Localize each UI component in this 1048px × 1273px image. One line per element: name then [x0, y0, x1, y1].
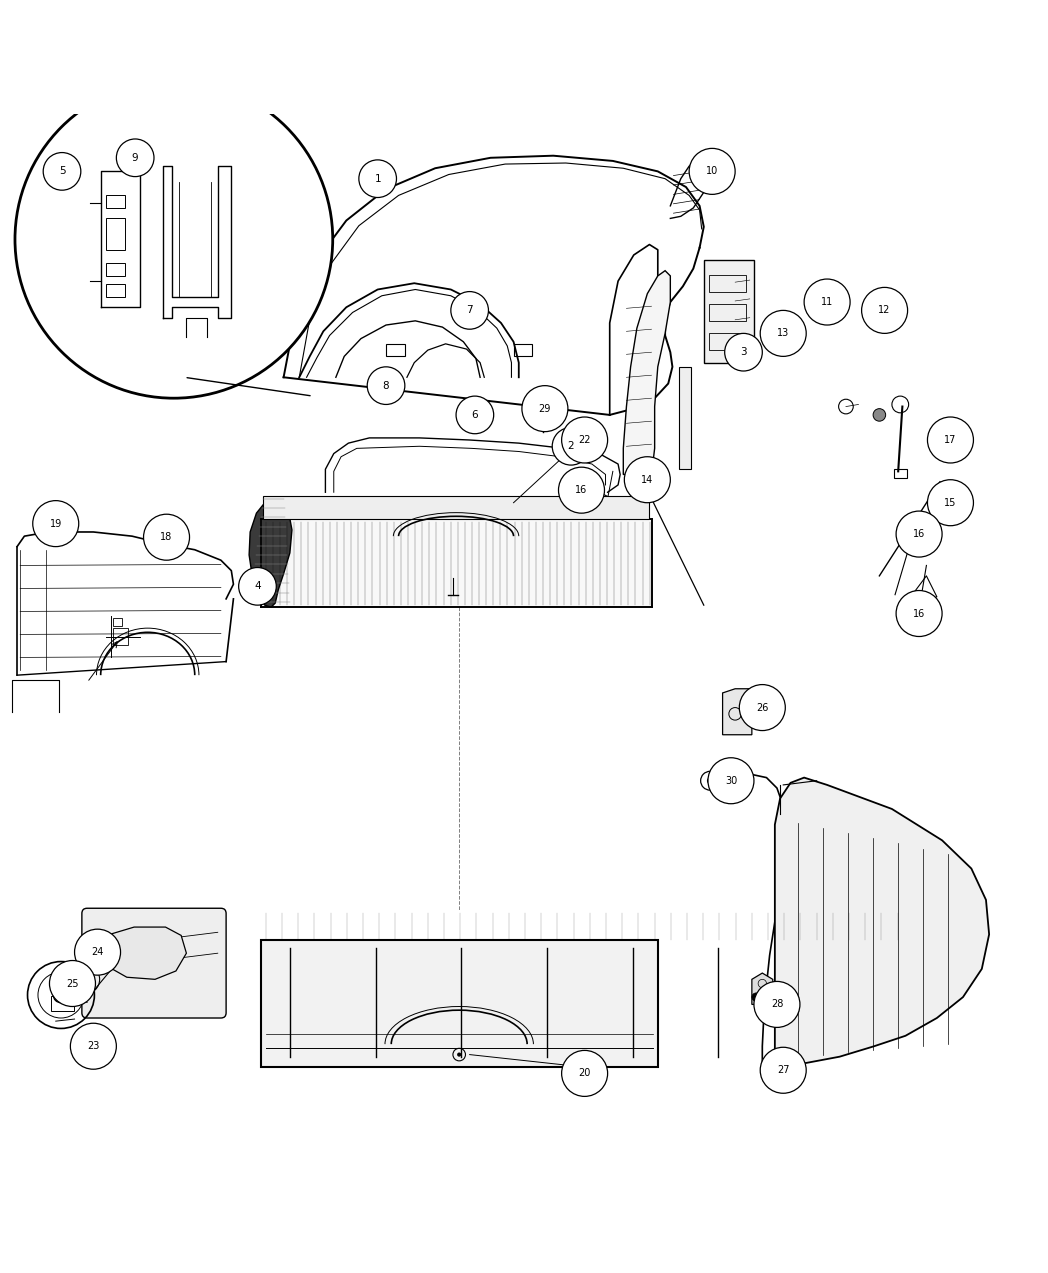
Circle shape	[43, 153, 81, 190]
Circle shape	[927, 418, 974, 463]
Text: 27: 27	[777, 1066, 789, 1076]
Text: 18: 18	[160, 532, 173, 542]
Bar	[263, 496, 650, 519]
Polygon shape	[92, 927, 187, 979]
Text: 16: 16	[913, 608, 925, 619]
Text: 24: 24	[91, 947, 104, 957]
Bar	[514, 344, 532, 356]
Circle shape	[562, 1050, 608, 1096]
Circle shape	[625, 457, 671, 503]
Polygon shape	[774, 778, 989, 1067]
Text: 16: 16	[913, 530, 925, 538]
Bar	[50, 995, 73, 1011]
Circle shape	[804, 279, 850, 325]
Circle shape	[552, 428, 590, 465]
Text: 6: 6	[472, 410, 478, 420]
Bar	[261, 939, 658, 1067]
Bar	[106, 264, 125, 276]
Text: 4: 4	[255, 582, 261, 592]
Text: 2: 2	[568, 442, 574, 451]
Circle shape	[562, 418, 608, 463]
Bar	[261, 519, 652, 607]
Text: 11: 11	[821, 297, 833, 307]
Circle shape	[15, 80, 332, 398]
Circle shape	[457, 1053, 461, 1057]
Bar	[709, 304, 745, 321]
Circle shape	[74, 929, 121, 975]
Text: 17: 17	[944, 435, 957, 446]
Text: 1: 1	[374, 173, 381, 183]
Circle shape	[861, 288, 908, 334]
Circle shape	[760, 311, 806, 356]
Text: 20: 20	[578, 1068, 591, 1078]
Text: 9: 9	[132, 153, 138, 163]
Circle shape	[760, 1048, 806, 1094]
Text: 5: 5	[59, 167, 65, 177]
Bar	[709, 275, 745, 292]
Circle shape	[896, 591, 942, 636]
Text: 26: 26	[756, 703, 768, 713]
Circle shape	[70, 1023, 116, 1069]
Circle shape	[32, 500, 79, 546]
Circle shape	[708, 757, 754, 803]
Circle shape	[522, 386, 568, 432]
Text: 14: 14	[641, 475, 654, 485]
Circle shape	[754, 981, 800, 1027]
Circle shape	[724, 334, 762, 370]
Circle shape	[764, 993, 772, 1002]
Bar	[709, 334, 745, 350]
Polygon shape	[624, 271, 671, 475]
Bar	[106, 284, 125, 297]
Polygon shape	[751, 973, 772, 1004]
Circle shape	[927, 480, 974, 526]
Text: 8: 8	[383, 381, 390, 391]
Bar	[113, 628, 128, 645]
Text: 30: 30	[725, 775, 737, 785]
Circle shape	[751, 993, 760, 1002]
Circle shape	[358, 160, 396, 197]
Text: 28: 28	[770, 999, 783, 1009]
Bar	[106, 196, 125, 207]
Bar	[113, 617, 122, 626]
Text: 16: 16	[575, 485, 588, 495]
Polygon shape	[704, 260, 754, 363]
Circle shape	[451, 292, 488, 330]
Polygon shape	[249, 499, 292, 607]
Circle shape	[707, 778, 714, 784]
Circle shape	[144, 514, 190, 560]
Text: 13: 13	[777, 328, 789, 339]
Circle shape	[116, 139, 154, 177]
Circle shape	[873, 409, 886, 421]
Circle shape	[239, 568, 277, 605]
Circle shape	[690, 149, 735, 195]
Circle shape	[456, 396, 494, 434]
Bar	[386, 344, 405, 356]
Text: 23: 23	[87, 1041, 100, 1051]
Polygon shape	[679, 367, 692, 470]
Text: 10: 10	[706, 167, 718, 177]
Circle shape	[739, 685, 785, 731]
Text: 19: 19	[49, 518, 62, 528]
Bar	[106, 219, 125, 250]
Circle shape	[52, 987, 69, 1003]
Text: 3: 3	[740, 348, 747, 358]
Text: 7: 7	[466, 306, 473, 316]
FancyBboxPatch shape	[82, 908, 226, 1018]
Polygon shape	[722, 689, 764, 735]
Circle shape	[367, 367, 405, 405]
Circle shape	[536, 400, 550, 414]
Circle shape	[559, 467, 605, 513]
Circle shape	[49, 961, 95, 1007]
Text: 15: 15	[944, 498, 957, 508]
Text: 12: 12	[878, 306, 891, 316]
Text: 25: 25	[66, 979, 79, 989]
Circle shape	[896, 510, 942, 558]
Text: 29: 29	[539, 404, 551, 414]
Text: 22: 22	[578, 435, 591, 446]
Bar	[894, 470, 907, 477]
